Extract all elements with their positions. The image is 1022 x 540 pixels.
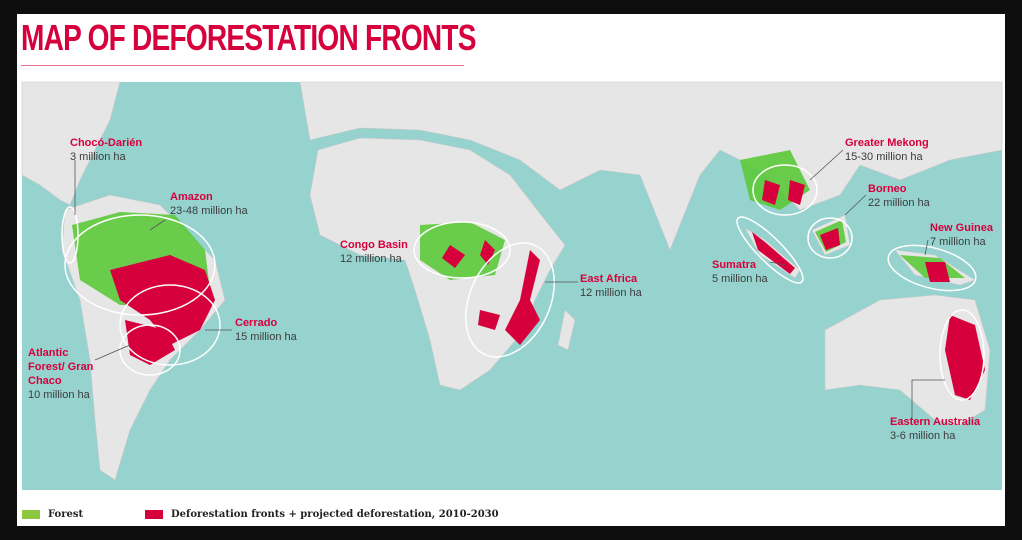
outline-borneo: [807, 217, 853, 259]
leader-mekong: [809, 149, 844, 181]
front-congo: [442, 245, 465, 268]
outline-atlantic: [119, 324, 181, 376]
page-title: MAP OF DEFORESTATION FRONTS: [21, 17, 477, 58]
outline-sumatra: [736, 216, 804, 284]
outline-east-africa: [465, 242, 555, 358]
outline-mekong: [752, 164, 818, 216]
front-new-guinea: [925, 262, 950, 282]
legend-fronts: Deforestation fronts + projected defores…: [145, 509, 499, 520]
front-atlantic-chaco: [125, 320, 175, 365]
front-eastern-australia: [945, 315, 985, 400]
forest-swatch: [22, 510, 40, 519]
land-madagascar: [557, 309, 576, 351]
label-congo-basin: Congo Basin 12 million ha: [340, 239, 408, 265]
front-mekong: [762, 180, 805, 205]
front-congo-east: [480, 240, 495, 265]
label-sumatra: Sumatra 5 million ha: [712, 259, 768, 285]
front-borneo: [820, 228, 840, 250]
leader-sumatra: [769, 261, 786, 266]
label-new-guinea: New Guinea 7 million ha: [930, 222, 993, 248]
front-amazon: [110, 255, 215, 345]
label-atlantic-forest: Atlantic Forest/ Gran Chaco 10 million ha: [28, 347, 94, 401]
label-amazon: Amazon 23-48 million ha: [170, 191, 248, 217]
front-sumatra: [752, 232, 795, 274]
leader-new-guinea: [924, 239, 929, 256]
land-eurasia: [299, 81, 1003, 251]
leader-amazon: [149, 219, 166, 231]
label-cerrado: Cerrado 15 million ha: [235, 317, 297, 343]
label-choco-darien: Chocó-Darién 3 million ha: [70, 137, 143, 163]
front-east-africa-south: [478, 310, 500, 330]
outline-congo: [413, 221, 511, 279]
fronts-swatch: [145, 510, 163, 519]
leader-borneo: [844, 194, 867, 216]
outline-cerrado: [119, 284, 221, 366]
outline-new-guinea: [887, 244, 977, 292]
outline-eastern-australia: [939, 309, 985, 401]
outline-amazon: [64, 214, 216, 316]
leader-eastern-australia: [911, 379, 945, 420]
leader-atlantic: [94, 344, 131, 361]
front-east-africa: [505, 250, 540, 345]
label-eastern-australia: Eastern Australia 3-6 million ha: [890, 416, 981, 442]
label-greater-mekong: Greater Mekong 15-30 million ha: [845, 137, 929, 163]
label-borneo: Borneo 22 million ha: [868, 183, 930, 209]
outline-choco: [61, 206, 79, 264]
legend-forest: Forest: [22, 509, 83, 520]
title-divider: [21, 65, 464, 66]
label-east-africa: East Africa 12 million ha: [580, 273, 642, 299]
